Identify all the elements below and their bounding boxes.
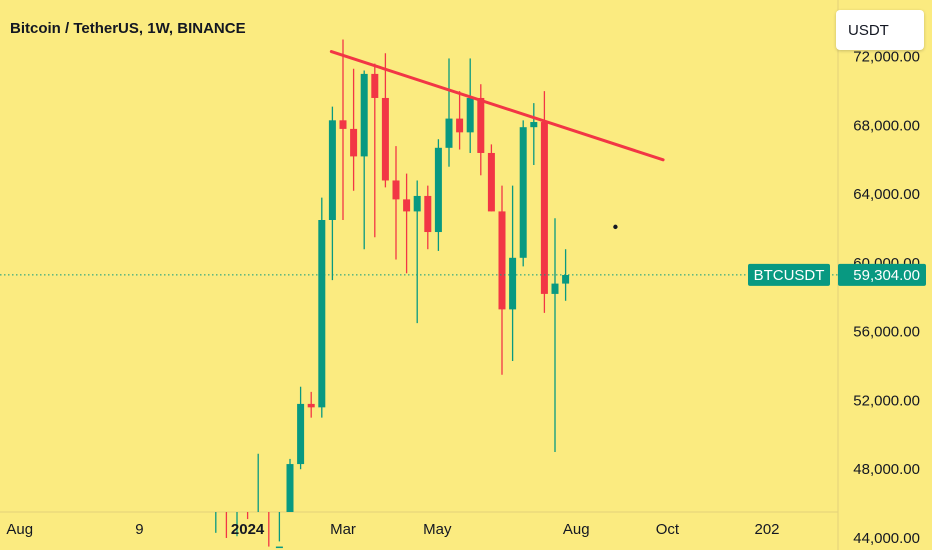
candle [236, 512, 238, 537]
candle [424, 185, 432, 250]
candle [403, 173, 411, 274]
x-tick-label: 9 [135, 521, 143, 538]
candle-body [403, 199, 411, 212]
candle [268, 512, 270, 547]
currency-button[interactable]: USDT [836, 10, 924, 50]
symbol-tag-label: BTCUSDT [754, 267, 825, 284]
price-tag-label: 59,304.00 [853, 267, 920, 284]
x-tick-label: Mar [330, 521, 356, 538]
candle [509, 185, 517, 361]
candle [350, 68, 358, 191]
time-axis[interactable]: Aug 9 2024 Mar May Aug Oct 202 [6, 521, 779, 538]
candle-body [328, 120, 336, 220]
candle-body [456, 118, 464, 133]
x-tick-label: 2024 [231, 521, 265, 538]
candle-body [530, 122, 538, 128]
candle [381, 53, 389, 188]
candle-body [339, 120, 347, 129]
candle [498, 185, 506, 375]
candle [328, 106, 336, 281]
candle [257, 453, 259, 512]
y-tick-label: 68,000.00 [853, 117, 920, 134]
y-tick-label: 44,000.00 [853, 530, 920, 547]
candle [551, 218, 559, 453]
y-tick-label: 64,000.00 [853, 186, 920, 203]
candle-body [509, 257, 517, 310]
last-price-layer: BTCUSDT 59,304.00 [0, 263, 926, 286]
candle [371, 63, 379, 238]
candle [519, 120, 527, 267]
candle [339, 39, 347, 220]
chart-title: Bitcoin / TetherUS, 1W, BINANCE [10, 20, 246, 37]
x-tick-label: 202 [754, 521, 779, 538]
candle [246, 512, 249, 520]
candle [434, 139, 442, 251]
x-tick-label: May [423, 521, 452, 538]
candle [456, 91, 464, 150]
candle [225, 512, 228, 538]
candle [360, 70, 368, 250]
candle-body [371, 73, 379, 98]
candles-layer [215, 39, 570, 549]
candle-body [445, 118, 453, 148]
x-tick-label: Oct [656, 521, 680, 538]
candle-body [360, 73, 368, 157]
candle [530, 103, 538, 165]
candle-body [350, 128, 358, 157]
candle [466, 58, 474, 153]
candle-body [562, 275, 570, 284]
candle [487, 144, 495, 212]
trendline-layer[interactable] [329, 50, 665, 230]
candle [413, 180, 421, 324]
candle [275, 512, 283, 549]
candle-body [392, 180, 400, 200]
candle-body [413, 195, 421, 212]
candle-body [487, 152, 495, 212]
candle [392, 146, 400, 260]
candle [445, 58, 453, 167]
x-tick-label: Aug [6, 521, 33, 538]
candle [318, 197, 326, 418]
candle-body [477, 97, 485, 153]
price-tag [838, 263, 926, 286]
y-tick-label: 72,000.00 [853, 49, 920, 66]
candle-body [466, 97, 474, 133]
candle-body [434, 147, 442, 233]
candle-body [519, 127, 527, 258]
resistance-trendline[interactable] [329, 50, 665, 162]
candle-body [424, 195, 432, 233]
candle [286, 458, 294, 512]
candle-body [498, 211, 506, 310]
y-tick-label: 52,000.00 [853, 392, 920, 409]
candle-body [307, 403, 315, 408]
price-axis[interactable]: 72,000.0068,000.0064,000.0060,000.0056,0… [853, 49, 920, 547]
candle-body [297, 403, 305, 465]
candle [297, 386, 305, 470]
marker-dot [613, 224, 618, 230]
candle-body [275, 546, 283, 549]
y-tick-label: 48,000.00 [853, 461, 920, 478]
y-tick-label: 56,000.00 [853, 324, 920, 341]
candle [307, 391, 315, 418]
candle-body [540, 122, 548, 294]
candle-body [286, 464, 294, 512]
candle-body [381, 97, 389, 181]
symbol-tag[interactable] [748, 263, 830, 286]
candle-body [318, 220, 326, 408]
candle-body [551, 283, 559, 294]
candle [215, 512, 217, 533]
candle [562, 249, 570, 301]
candle [540, 91, 548, 313]
x-tick-label: Aug [563, 521, 590, 538]
